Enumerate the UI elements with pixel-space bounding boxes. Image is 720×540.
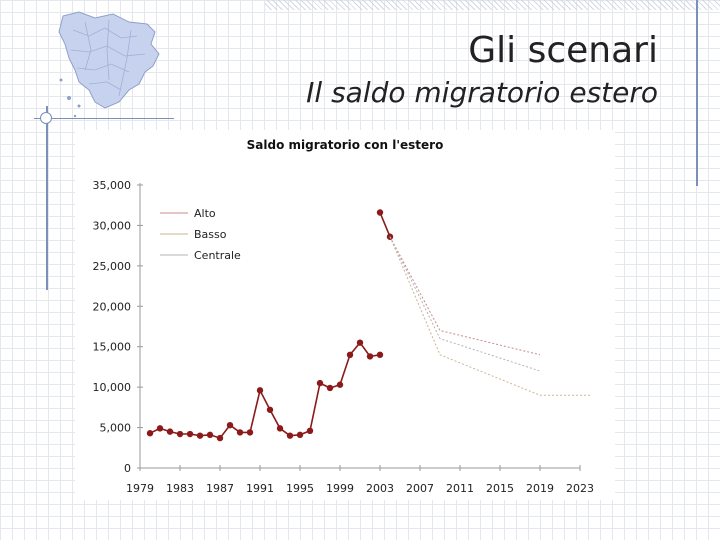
x-tick-label: 1987 [206, 482, 234, 495]
rule-vertical [46, 106, 48, 290]
data-point [236, 429, 244, 436]
y-tick-label: 10,000 [93, 381, 132, 394]
data-point [366, 353, 374, 360]
rule-ring [40, 112, 52, 124]
data-point [256, 387, 264, 394]
data-point [306, 427, 314, 435]
legend-box [154, 203, 246, 272]
y-tick-label: 35,000 [93, 179, 132, 192]
x-tick-label: 1979 [126, 482, 154, 495]
x-tick-label: 2019 [526, 482, 554, 495]
data-point [346, 351, 354, 358]
x-tick-label: 2023 [566, 482, 594, 495]
y-tick-label: 20,000 [93, 300, 132, 313]
data-point [376, 351, 384, 358]
slide-title: Gli scenari [468, 30, 658, 71]
x-tick-label: 2007 [406, 482, 434, 495]
series-line-observed-1 [379, 212, 391, 238]
tuscany-map-icon [55, 10, 175, 122]
slide-subtitle: Il saldo migratorio estero [306, 76, 658, 109]
data-point [226, 421, 234, 429]
x-tick-label: 1995 [286, 482, 314, 495]
data-point [186, 430, 194, 438]
legend-label: Basso [194, 228, 227, 241]
rule-horizontal [34, 118, 174, 119]
y-tick-label: 0 [124, 462, 131, 475]
y-tick-label: 15,000 [93, 341, 132, 354]
data-point [216, 434, 224, 442]
data-point [266, 406, 274, 413]
x-tick-label: 2015 [486, 482, 514, 495]
data-point [286, 432, 294, 439]
data-point [206, 431, 214, 439]
series-line-basso [389, 236, 590, 396]
series-line-alto [389, 236, 541, 356]
y-tick-label: 30,000 [93, 219, 132, 232]
data-point [296, 431, 304, 439]
data-point [356, 339, 364, 346]
x-tick-label: 1999 [326, 482, 354, 495]
data-point [336, 381, 344, 388]
chart-svg: 0 5,000 10,000 15,000 20,000 25,000 30,000 35,0… [93, 179, 595, 495]
header-hatch [265, 0, 720, 10]
data-point [326, 384, 334, 392]
series-line-centrale [389, 236, 541, 372]
right-rule [696, 0, 698, 186]
chart-title: Saldo migratorio con l'estero [246, 138, 444, 152]
chart-panel: Saldo migratorio con l'estero 0 5,000 10,0… [75, 130, 615, 500]
x-tick-label: 2011 [446, 482, 474, 495]
data-point [276, 425, 284, 432]
x-tick-label: 1983 [166, 482, 194, 495]
x-tick-label: 2003 [366, 482, 394, 495]
data-point [376, 209, 384, 216]
legend-label: Alto [194, 207, 216, 220]
series-line-observed-0 [149, 341, 381, 440]
data-point [196, 432, 204, 439]
data-point [316, 379, 324, 387]
data-point [246, 429, 254, 436]
y-tick-label: 25,000 [93, 260, 132, 273]
y-tick-label: 5,000 [100, 422, 132, 435]
data-point [156, 425, 164, 432]
data-point [166, 428, 174, 435]
x-tick-label: 1991 [246, 482, 274, 495]
data-point [146, 430, 154, 437]
data-point [176, 430, 184, 438]
legend-label: Centrale [194, 249, 241, 262]
